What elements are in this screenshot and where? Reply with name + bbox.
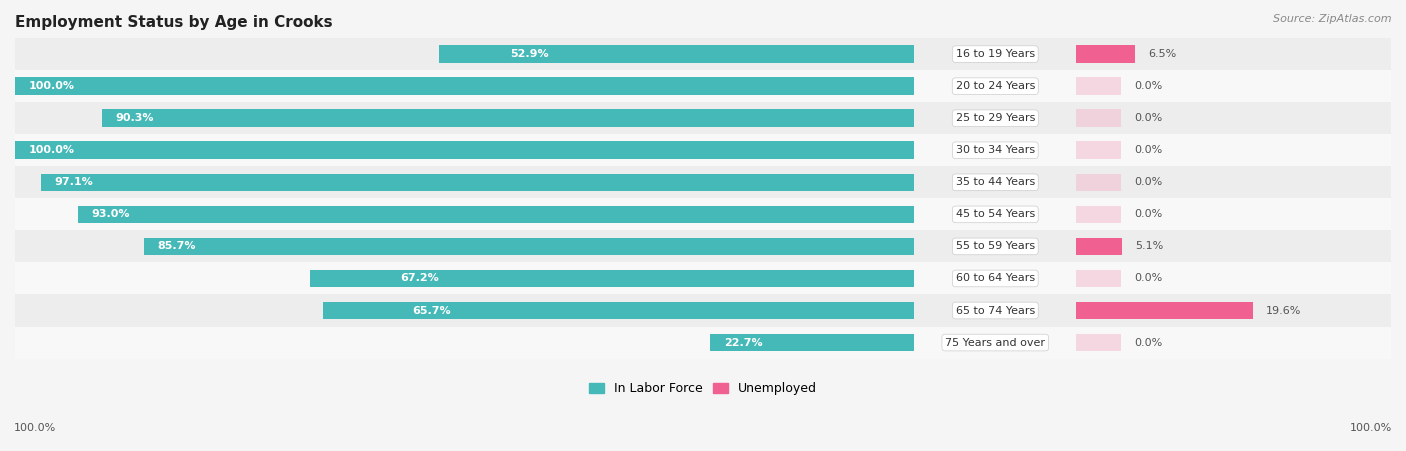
Text: 20 to 24 Years: 20 to 24 Years xyxy=(956,81,1035,91)
Text: Employment Status by Age in Crooks: Employment Status by Age in Crooks xyxy=(15,15,333,30)
Bar xyxy=(1076,334,1121,351)
Bar xyxy=(15,102,1391,134)
Text: 90.3%: 90.3% xyxy=(115,113,155,123)
Text: Source: ZipAtlas.com: Source: ZipAtlas.com xyxy=(1274,14,1392,23)
Bar xyxy=(1076,110,1121,127)
Bar xyxy=(1076,238,1122,255)
Text: 65.7%: 65.7% xyxy=(412,305,451,316)
Text: 0.0%: 0.0% xyxy=(1135,273,1163,284)
Text: 25 to 29 Years: 25 to 29 Years xyxy=(956,113,1035,123)
Text: 60 to 64 Years: 60 to 64 Years xyxy=(956,273,1035,284)
Text: 100.0%: 100.0% xyxy=(28,145,75,155)
Bar xyxy=(15,262,1391,295)
Bar xyxy=(41,174,914,191)
Legend: In Labor Force, Unemployed: In Labor Force, Unemployed xyxy=(583,377,823,400)
Bar xyxy=(15,78,914,95)
Bar xyxy=(15,70,1391,102)
Text: 16 to 19 Years: 16 to 19 Years xyxy=(956,49,1035,59)
Text: 19.6%: 19.6% xyxy=(1265,305,1302,316)
Bar xyxy=(1076,302,1253,319)
Bar xyxy=(15,198,1391,230)
Text: 35 to 44 Years: 35 to 44 Years xyxy=(956,177,1035,187)
Text: 0.0%: 0.0% xyxy=(1135,209,1163,219)
Text: 45 to 54 Years: 45 to 54 Years xyxy=(956,209,1035,219)
Bar xyxy=(1076,270,1121,287)
Text: 5.1%: 5.1% xyxy=(1136,241,1164,251)
Text: 0.0%: 0.0% xyxy=(1135,145,1163,155)
Bar xyxy=(1076,78,1121,95)
Bar xyxy=(15,327,1391,359)
Bar xyxy=(15,166,1391,198)
Bar xyxy=(710,334,914,351)
Text: 93.0%: 93.0% xyxy=(91,209,129,219)
Text: 22.7%: 22.7% xyxy=(724,337,762,348)
Text: 85.7%: 85.7% xyxy=(157,241,195,251)
Bar xyxy=(309,270,914,287)
Bar xyxy=(15,38,1391,70)
Bar xyxy=(77,206,914,223)
Bar xyxy=(15,295,1391,327)
Bar xyxy=(143,238,914,255)
Bar xyxy=(1076,142,1121,159)
Text: 67.2%: 67.2% xyxy=(401,273,440,284)
Bar xyxy=(439,45,914,63)
Text: 0.0%: 0.0% xyxy=(1135,113,1163,123)
Text: 6.5%: 6.5% xyxy=(1149,49,1177,59)
Bar xyxy=(15,134,1391,166)
Text: 55 to 59 Years: 55 to 59 Years xyxy=(956,241,1035,251)
Bar xyxy=(1076,206,1121,223)
Bar xyxy=(15,230,1391,262)
Text: 100.0%: 100.0% xyxy=(1350,423,1392,433)
Text: 30 to 34 Years: 30 to 34 Years xyxy=(956,145,1035,155)
Text: 0.0%: 0.0% xyxy=(1135,81,1163,91)
Bar xyxy=(323,302,914,319)
Bar xyxy=(103,110,914,127)
Text: 0.0%: 0.0% xyxy=(1135,177,1163,187)
Bar xyxy=(15,142,914,159)
Text: 75 Years and over: 75 Years and over xyxy=(945,337,1045,348)
Bar xyxy=(1076,45,1135,63)
Text: 65 to 74 Years: 65 to 74 Years xyxy=(956,305,1035,316)
Text: 97.1%: 97.1% xyxy=(55,177,93,187)
Text: 52.9%: 52.9% xyxy=(510,49,548,59)
Text: 0.0%: 0.0% xyxy=(1135,337,1163,348)
Text: 100.0%: 100.0% xyxy=(14,423,56,433)
Text: 100.0%: 100.0% xyxy=(28,81,75,91)
Bar xyxy=(1076,174,1121,191)
